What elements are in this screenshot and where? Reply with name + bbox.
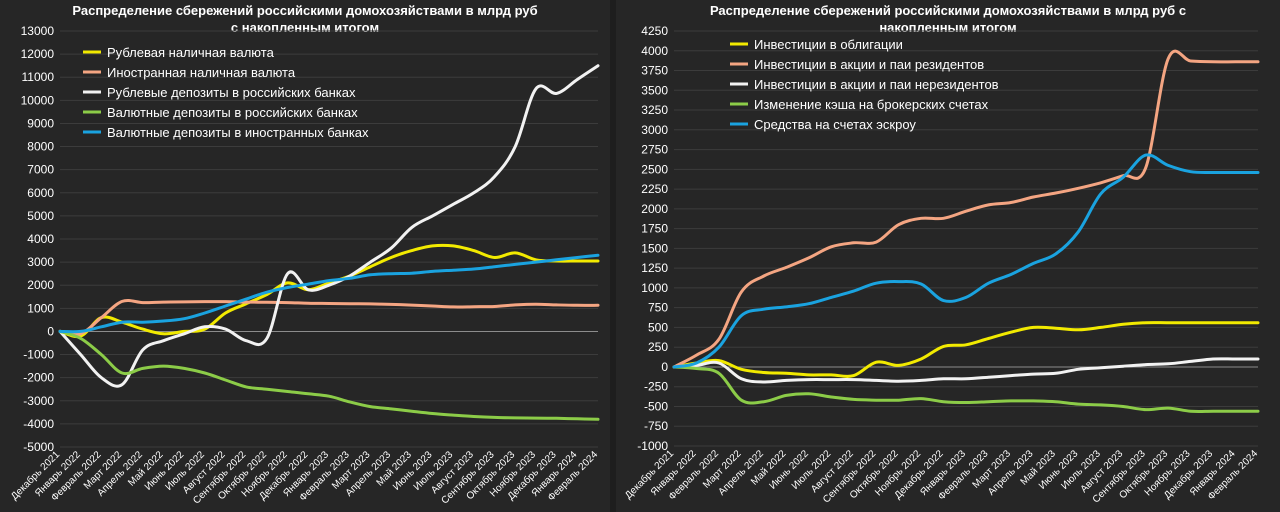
- y-tick-label: 3500: [641, 83, 668, 97]
- y-tick-label: -3000: [23, 394, 54, 408]
- y-tick-label: 1000: [27, 301, 54, 315]
- y-tick-label: 13000: [21, 24, 55, 38]
- y-tick-label: -2000: [23, 371, 54, 385]
- y-tick-label: -250: [644, 380, 668, 394]
- y-tick-label: 2750: [641, 143, 668, 157]
- y-tick-label: 250: [648, 340, 668, 354]
- y-tick-label: 4000: [27, 232, 54, 246]
- chart-subtitle: с накопленным итогом: [231, 20, 379, 35]
- legend-label: Иностранная наличная валюта: [107, 65, 296, 80]
- y-tick-label: 3000: [27, 255, 54, 269]
- legend-label: Валютные депозиты в иностранных банках: [107, 125, 369, 140]
- left-chart: Распределение сбережений российскими дом…: [8, 3, 600, 506]
- legend-label: Инвестиции в акции и паи нерезидентов: [754, 77, 999, 92]
- legend-label: Рублевые депозиты в российских банках: [107, 85, 356, 100]
- y-tick-label: 4000: [641, 44, 668, 58]
- y-tick-label: -500: [644, 399, 668, 413]
- chart-title: Распределение сбережений российскими дом…: [72, 3, 537, 18]
- y-tick-label: 1500: [641, 241, 668, 255]
- series-line: [672, 153, 1260, 369]
- y-tick-label: 500: [648, 320, 668, 334]
- legend-label: Инвестиции в облигации: [754, 37, 903, 52]
- y-tick-label: 11000: [22, 70, 55, 84]
- series-line: [58, 329, 600, 421]
- y-tick-label: 3250: [641, 103, 668, 117]
- y-tick-label: 6000: [27, 186, 54, 200]
- y-tick-label: -5000: [23, 440, 54, 454]
- series-line: [672, 357, 1260, 384]
- series-line: [672, 49, 1260, 369]
- legend-label: Инвестиции в акции и паи резидентов: [754, 57, 984, 72]
- y-tick-label: 10000: [21, 93, 55, 107]
- series-line: [672, 365, 1260, 413]
- y-tick-label: 2000: [641, 202, 668, 216]
- y-tick-label: -1000: [23, 348, 54, 362]
- chart-subtitle: накопленным итогом: [879, 20, 1016, 35]
- left-chart-panel: Распределение сбережений российскими дом…: [0, 0, 610, 512]
- y-tick-label: 750: [648, 301, 668, 315]
- y-tick-label: -1000: [637, 439, 668, 453]
- series-line: [58, 243, 600, 339]
- legend-label: Рублевая наличная валюта: [107, 45, 275, 60]
- legend-label: Средства на счетах эскроу: [754, 117, 916, 132]
- y-tick-label: 9000: [27, 116, 54, 130]
- y-tick-label: -750: [644, 419, 668, 433]
- y-tick-label: 3750: [641, 64, 668, 78]
- y-tick-label: 2250: [641, 182, 668, 196]
- y-tick-label: 1250: [641, 261, 668, 275]
- y-tick-label: 7000: [27, 163, 54, 177]
- y-tick-label: 2000: [27, 278, 54, 292]
- y-tick-label: -4000: [23, 417, 54, 431]
- legend-label: Валютные депозиты в российских банках: [107, 105, 358, 120]
- y-tick-label: 2500: [641, 162, 668, 176]
- y-tick-label: 1750: [641, 222, 668, 236]
- series-line: [58, 298, 600, 336]
- series-line: [58, 64, 600, 388]
- y-tick-label: 3000: [641, 123, 668, 137]
- y-tick-label: 12000: [21, 47, 55, 61]
- y-tick-label: 0: [47, 324, 54, 338]
- legend-label: Изменение кэша на брокерских счетах: [754, 97, 989, 112]
- series-line: [672, 321, 1260, 378]
- y-tick-label: 0: [661, 360, 668, 374]
- series-line: [58, 253, 600, 334]
- y-tick-label: 8000: [27, 140, 54, 154]
- y-tick-label: 5000: [27, 209, 54, 223]
- chart-title: Распределение сбережений российскими дом…: [710, 3, 1186, 18]
- right-chart: Распределение сбережений российскими дом…: [622, 3, 1260, 505]
- y-tick-label: 1000: [641, 281, 668, 295]
- y-tick-label: 4250: [641, 24, 668, 38]
- right-chart-panel: Распределение сбережений российскими дом…: [616, 0, 1280, 512]
